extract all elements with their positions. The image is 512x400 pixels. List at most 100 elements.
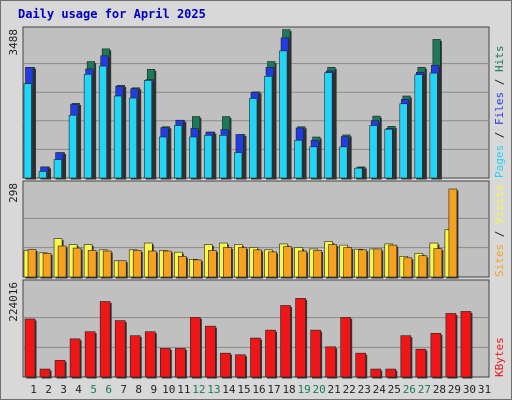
bar-sites-day-26 xyxy=(403,257,413,278)
x-tick-label-day-5: 5 xyxy=(90,383,97,396)
bar-kbytes-day-5 xyxy=(84,331,96,378)
bar-pages-day-18 xyxy=(279,50,288,179)
bar-pages-day-5 xyxy=(83,73,92,179)
x-tick-label-day-20: 20 xyxy=(313,383,326,396)
bar-kbytes-day-6 xyxy=(99,301,111,378)
legend-separator: / xyxy=(493,72,506,92)
x-tick-label-day-8: 8 xyxy=(135,383,142,396)
panel-hits-files-pages: 3488 Pages / Files / Hits xyxy=(7,26,506,180)
bar-pages-day-11 xyxy=(174,125,183,179)
chart-panels: 3488 Pages / Files / Hits 298 Sites / Visit… xyxy=(7,26,506,379)
bar-pages-day-4 xyxy=(68,114,77,179)
bar-kbytes-day-25 xyxy=(385,368,397,378)
bar-pages-day-13 xyxy=(204,135,213,179)
bar-sites-day-25 xyxy=(388,244,398,278)
bar-pages-day-27 xyxy=(414,74,423,179)
bar-sites-day-16 xyxy=(253,249,262,278)
series-label: Pages / Files / Hits xyxy=(493,46,506,179)
bar-sites-day-4 xyxy=(72,247,82,278)
chart-title: Daily usage for April 2025 xyxy=(18,7,206,21)
x-tick-label-day-22: 22 xyxy=(343,383,356,396)
bar-sites-day-21 xyxy=(328,244,337,278)
bar-kbytes-day-28 xyxy=(430,332,442,378)
bar-pages-day-16 xyxy=(249,98,258,179)
bar-pages-day-3 xyxy=(53,159,62,179)
x-tick-label-day-16: 16 xyxy=(252,383,265,396)
bar-sites-day-10 xyxy=(162,250,172,278)
x-tick-label-day-12: 12 xyxy=(192,383,205,396)
bar-sites-day-17 xyxy=(268,251,277,278)
bar-kbytes-day-24 xyxy=(370,368,382,378)
x-tick-label-day-31: 31 xyxy=(478,383,491,396)
bar-sites-day-8 xyxy=(132,250,142,278)
bar-sites-day-27 xyxy=(418,255,428,278)
bar-kbytes-day-14 xyxy=(220,352,231,378)
bar-sites-day-3 xyxy=(57,245,67,278)
bar-sites-day-2 xyxy=(42,253,52,278)
bar-pages-day-23 xyxy=(354,167,363,179)
bar-pages-day-26 xyxy=(399,103,408,179)
x-tick-label-day-3: 3 xyxy=(60,383,67,396)
bar-kbytes-day-8 xyxy=(129,335,141,378)
bar-sites-day-1 xyxy=(27,249,37,278)
panel-kbytes: 224016 KBytes xyxy=(7,279,506,379)
bar-kbytes-day-18 xyxy=(280,305,291,378)
bar-pages-day-17 xyxy=(264,76,273,179)
bar-pages-day-2 xyxy=(38,171,47,179)
bar-pages-day-10 xyxy=(158,136,168,179)
bar-pages-day-12 xyxy=(189,136,198,179)
bar-sites-day-12 xyxy=(193,259,202,278)
x-tick-label-day-10: 10 xyxy=(162,383,175,396)
bar-kbytes-day-15 xyxy=(235,354,246,378)
bar-pages-day-8 xyxy=(128,97,138,179)
bar-pages-day-20 xyxy=(309,146,318,179)
bar-kbytes-day-27 xyxy=(415,348,427,378)
legend-separator: / xyxy=(493,224,506,244)
bar-kbytes-day-1 xyxy=(24,318,36,378)
bar-kbytes-day-22 xyxy=(340,317,351,378)
bar-kbytes-day-7 xyxy=(114,320,126,378)
legend-visits: Visits xyxy=(493,184,506,224)
bar-sites-day-20 xyxy=(313,250,322,278)
bar-kbytes-day-2 xyxy=(39,368,51,378)
bar-pages-day-1 xyxy=(23,83,32,179)
bar-pages-day-22 xyxy=(339,146,348,179)
legend-hits: Hits xyxy=(493,46,506,73)
bar-kbytes-day-26 xyxy=(400,335,412,378)
x-tick-label-day-15: 15 xyxy=(237,383,250,396)
series-label: Sites / Visits xyxy=(493,184,506,277)
x-tick-label-day-19: 19 xyxy=(297,383,310,396)
bar-pages-day-6 xyxy=(98,65,107,179)
x-tick-label-day-21: 21 xyxy=(328,383,341,396)
x-tick-label-day-11: 11 xyxy=(177,383,190,396)
legend-files: Files xyxy=(493,92,506,125)
bar-pages-day-15 xyxy=(234,152,243,179)
y-max-label: 224016 xyxy=(7,282,20,322)
bar-kbytes-day-29 xyxy=(445,313,457,378)
bar-kbytes-day-13 xyxy=(205,325,216,378)
bar-kbytes-day-30 xyxy=(460,311,472,378)
x-tick-label-day-29: 29 xyxy=(448,383,461,396)
bar-sites-day-28 xyxy=(433,248,443,278)
bar-sites-day-23 xyxy=(358,249,368,278)
bar-sites-day-24 xyxy=(373,248,383,278)
x-tick-label-day-13: 13 xyxy=(207,383,220,396)
bar-pages-day-24 xyxy=(369,125,378,179)
bar-sites-day-5 xyxy=(87,250,97,278)
x-tick-label-day-14: 14 xyxy=(222,383,236,396)
x-tick-label-day-25: 25 xyxy=(388,383,401,396)
bar-kbytes-day-4 xyxy=(69,338,81,378)
x-tick-label-day-18: 18 xyxy=(282,383,295,396)
bar-sites-day-29 xyxy=(448,188,458,278)
bar-sites-day-18 xyxy=(283,246,292,278)
bar-kbytes-day-16 xyxy=(250,337,261,378)
bar-kbytes-day-3 xyxy=(54,360,66,378)
bar-pages-day-28 xyxy=(429,72,438,179)
x-tick-label-day-26: 26 xyxy=(403,383,416,396)
x-axis: 1 2 3 4 5 6 7 8 9 10 11 12 13 14 15 16 17 18 19 20 21 22 23 24 2… xyxy=(30,383,491,396)
bar-kbytes-day-21 xyxy=(325,346,336,378)
x-tick-label-day-30: 30 xyxy=(463,383,476,396)
x-tick-label-day-28: 28 xyxy=(433,383,446,396)
bar-sites-day-14 xyxy=(223,247,232,278)
